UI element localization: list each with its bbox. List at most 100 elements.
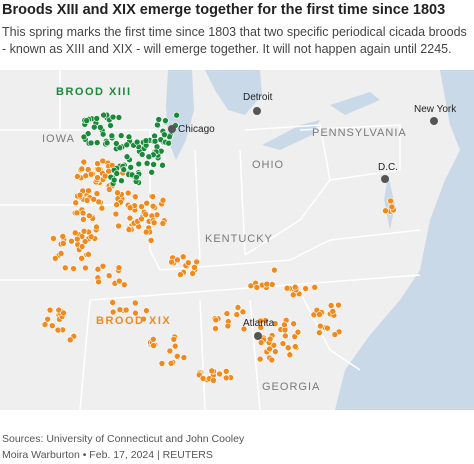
brood-dot	[54, 326, 62, 334]
city-label: Detroit	[243, 92, 273, 103]
ocean	[335, 70, 474, 410]
brood-dot	[123, 153, 131, 161]
brood-dot	[113, 201, 120, 209]
brood-dot	[272, 348, 279, 355]
brood-dot	[126, 214, 134, 222]
brood-dot	[87, 139, 95, 147]
brood-dot	[78, 243, 86, 250]
brood-dot	[82, 172, 90, 180]
subtitle: This spring marks the first time since 1…	[2, 25, 467, 56]
brood-dot	[222, 368, 230, 375]
brood-dot	[208, 367, 216, 375]
brood-dot	[222, 374, 230, 382]
brood-dot	[116, 306, 124, 313]
brood-dot	[101, 172, 109, 180]
brood-dot	[140, 315, 147, 323]
brood-dot	[99, 130, 107, 138]
brood-dot	[257, 324, 265, 331]
brood-dot	[294, 328, 302, 336]
brood-dot	[282, 332, 289, 340]
brood-dot	[76, 191, 84, 199]
state-label: KENTUCKY	[205, 233, 273, 245]
brood-dot	[109, 113, 117, 121]
brood-dot	[66, 336, 74, 344]
brood-dot	[212, 325, 219, 332]
brood-dot	[171, 342, 179, 350]
brood-dot	[127, 164, 135, 171]
brood-dot	[290, 320, 297, 328]
brood-dot	[291, 283, 299, 291]
brood-dot	[97, 124, 104, 131]
brood-dot	[155, 116, 163, 123]
brood-dot	[80, 158, 88, 166]
brood-dot	[210, 377, 217, 384]
brood-dot	[324, 324, 331, 332]
brood-dot	[329, 307, 337, 315]
brood-dot	[59, 233, 67, 240]
brood-dot	[79, 209, 87, 217]
brood-dot	[142, 211, 150, 218]
brood-dot	[71, 229, 79, 237]
brood-dot	[302, 285, 309, 292]
brood-dot	[143, 307, 150, 314]
brood-dot	[331, 331, 339, 338]
state-borders	[0, 70, 421, 410]
brood-dot	[335, 301, 342, 309]
lake-erie	[262, 120, 320, 150]
brood-dot	[233, 311, 241, 318]
brood-dot	[115, 264, 123, 271]
brood-dot	[132, 193, 139, 201]
lake-ontario	[330, 92, 380, 115]
brood-dot	[117, 132, 125, 139]
brood-dot	[165, 139, 172, 147]
brood-dot	[159, 220, 167, 227]
brood-dot	[115, 114, 123, 121]
brood-dot	[82, 264, 89, 272]
brood-dot	[166, 347, 174, 355]
brood-dot	[60, 309, 67, 317]
brood-dot	[93, 115, 101, 122]
brood-dot	[316, 329, 323, 336]
brood-dot	[257, 317, 264, 325]
brood-dot	[150, 161, 157, 168]
state-label: PENNSYLVANIA	[312, 127, 407, 139]
brood-dot	[44, 315, 51, 323]
brood-dot	[105, 186, 113, 193]
brood-dot	[283, 284, 291, 292]
brood-dot	[94, 160, 101, 167]
brood-dot	[85, 251, 92, 258]
credit: Moira Warburton • Feb. 17, 2024 | REUTER…	[2, 449, 213, 461]
brood-dot	[115, 222, 122, 230]
brood-dot	[57, 250, 65, 257]
brood-dot	[268, 281, 276, 288]
brood-dot	[133, 173, 140, 181]
brood-dot	[179, 253, 187, 261]
brood-dot	[93, 139, 101, 146]
brood-dot	[138, 203, 145, 210]
brood-dot	[189, 270, 196, 277]
brood-dot	[112, 210, 120, 218]
brood-dot	[135, 160, 143, 168]
brood-dot	[105, 272, 113, 280]
brood-dot	[95, 166, 102, 173]
brood-dot	[145, 153, 153, 161]
brood-dot	[161, 131, 168, 138]
brood-dot	[70, 265, 77, 272]
brood-dot	[48, 322, 56, 329]
brood-dot	[80, 216, 87, 223]
brood-dot	[149, 202, 157, 210]
brood-dot	[388, 203, 396, 211]
brood-dot	[113, 170, 121, 177]
title: Broods XIII and XIX emerge together for …	[2, 2, 446, 18]
brood-dot	[253, 284, 261, 291]
brood-dot	[257, 339, 265, 346]
brood-dot	[80, 227, 88, 235]
brood-dot	[268, 356, 276, 364]
brood-dot	[138, 215, 145, 223]
lake-michigan	[166, 70, 194, 160]
brood-dot	[150, 342, 157, 349]
brood-dot	[126, 204, 134, 212]
brood-dot	[78, 165, 86, 173]
brood-dot	[90, 123, 98, 131]
brood-dot	[159, 196, 167, 204]
